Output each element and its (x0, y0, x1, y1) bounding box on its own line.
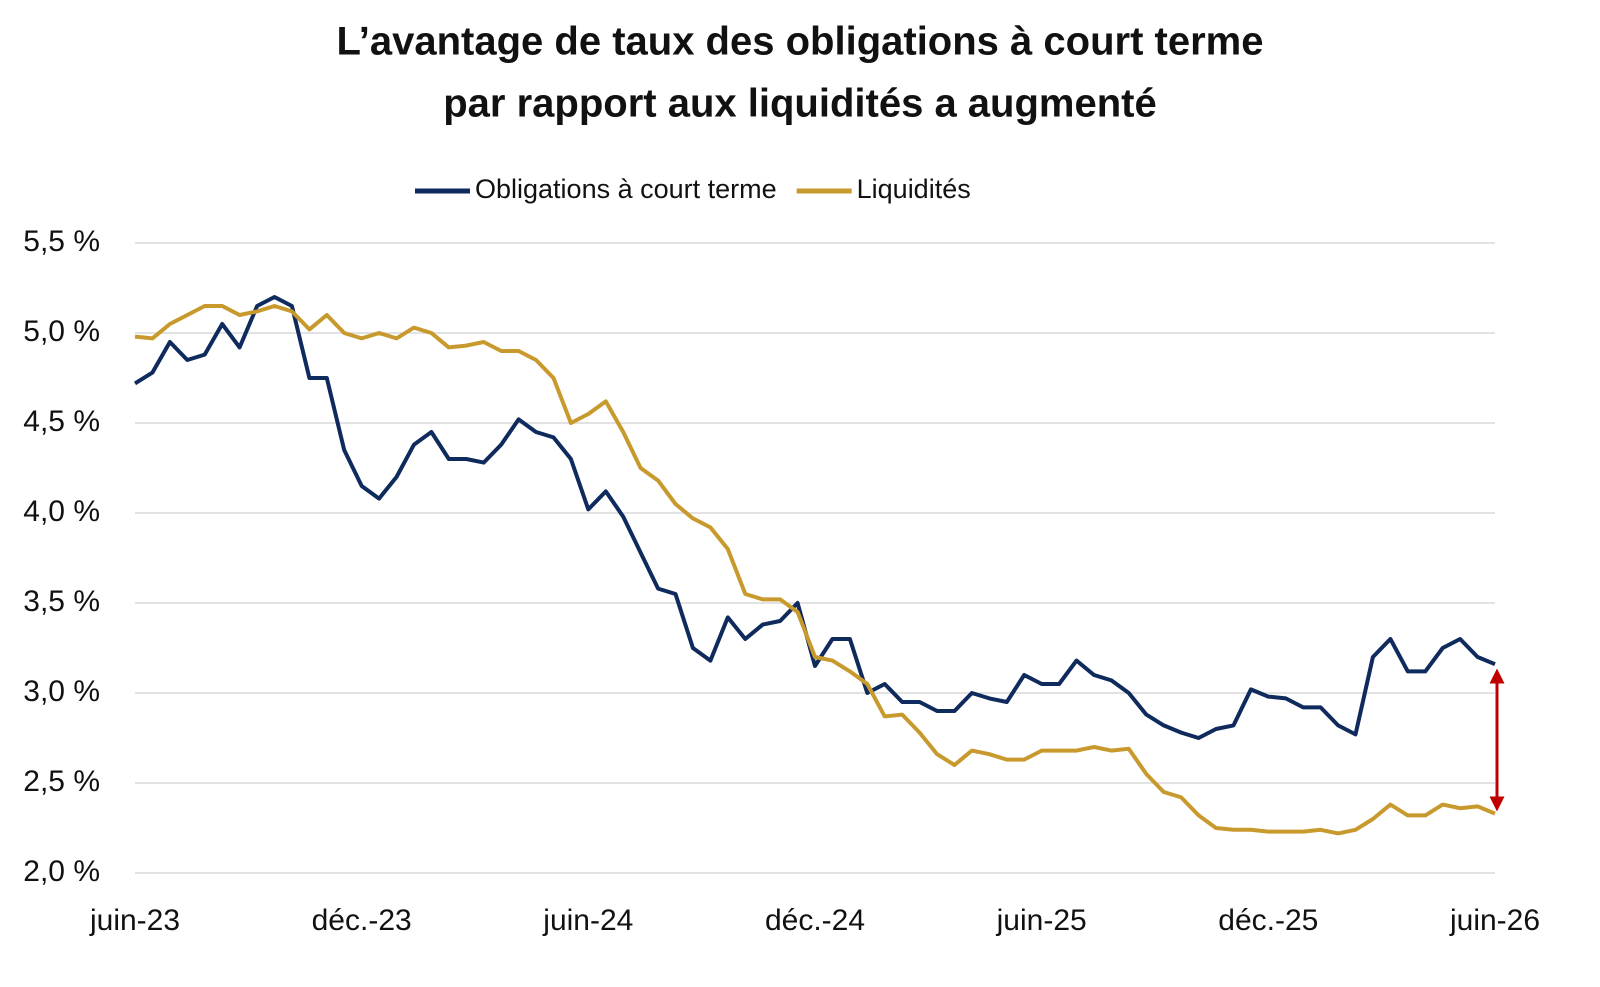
chart-title: par rapport aux liquidités a augmenté (443, 82, 1156, 126)
x-tick-label: déc.-23 (312, 904, 412, 937)
y-tick-label: 5,5 % (23, 225, 100, 258)
x-tick-label: juin-23 (89, 904, 180, 937)
y-tick-label: 3,0 % (23, 675, 100, 708)
y-tick-label: 3,5 % (23, 585, 100, 618)
legend-label: Liquidités (857, 174, 971, 204)
y-tick-label: 2,0 % (23, 855, 100, 888)
chart-title: L’avantage de taux des obligations à cou… (337, 20, 1264, 64)
y-tick-label: 4,0 % (23, 495, 100, 528)
series-line (134, 304, 1496, 836)
x-tick-label: juin-24 (542, 904, 633, 937)
x-tick-label: déc.-25 (1218, 904, 1318, 937)
legend-label: Obligations à court terme (475, 174, 777, 204)
x-tick-label: déc.-24 (765, 904, 865, 937)
x-tick-label: juin-25 (996, 904, 1087, 937)
y-tick-label: 2,5 % (23, 765, 100, 798)
x-tick-label: juin-26 (1449, 904, 1540, 937)
series-line (133, 295, 1496, 740)
y-tick-label: 5,0 % (23, 315, 100, 348)
y-tick-label: 4,5 % (23, 405, 100, 438)
